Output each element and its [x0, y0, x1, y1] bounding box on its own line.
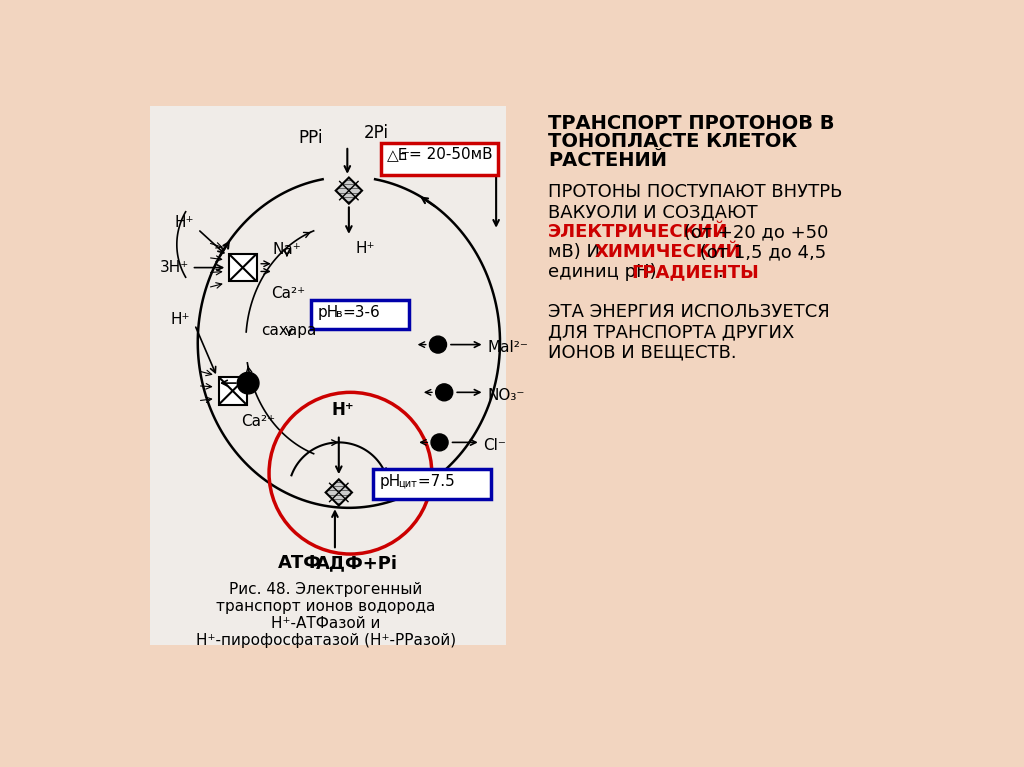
Text: (от +20 до +50: (от +20 до +50 [678, 223, 828, 241]
Text: транспорт ионов водорода: транспорт ионов водорода [216, 599, 435, 614]
FancyBboxPatch shape [311, 300, 409, 329]
Text: H⁺: H⁺ [355, 241, 375, 255]
Text: H⁺: H⁺ [171, 312, 190, 328]
Text: цит: цит [397, 479, 417, 489]
Circle shape [435, 384, 453, 401]
Text: мВ) И: мВ) И [548, 243, 606, 261]
Text: H⁺: H⁺ [174, 216, 194, 230]
Circle shape [238, 372, 259, 394]
Text: .: . [717, 263, 723, 281]
Circle shape [429, 336, 446, 353]
Text: Ca²⁺: Ca²⁺ [241, 414, 275, 429]
Text: ВАКУОЛИ И СОЗДАЮТ: ВАКУОЛИ И СОЗДАЮТ [548, 203, 758, 221]
Text: в: в [336, 309, 342, 319]
FancyBboxPatch shape [373, 469, 490, 499]
FancyBboxPatch shape [381, 143, 499, 175]
FancyBboxPatch shape [150, 106, 506, 645]
Text: единиц рН): единиц рН) [548, 263, 663, 281]
Text: =7.5: =7.5 [414, 474, 455, 489]
Text: PPi: PPi [298, 129, 323, 147]
Text: АТФ: АТФ [279, 554, 323, 572]
Text: Na⁺: Na⁺ [272, 242, 301, 258]
Text: сахара: сахара [261, 323, 316, 338]
Text: =3-6: =3-6 [342, 304, 380, 320]
Text: H⁺: H⁺ [332, 401, 354, 420]
Bar [219, 377, 247, 405]
Text: ТОНОПЛАСТЕ КЛЕТОК: ТОНОПЛАСТЕ КЛЕТОК [548, 132, 798, 151]
Text: ЭЛЕКТРИЧЕСКИЙ: ЭЛЕКТРИЧЕСКИЙ [548, 223, 728, 241]
Text: ГРАДИЕНТЫ: ГРАДИЕНТЫ [632, 263, 760, 281]
Text: △E: △E [387, 147, 409, 163]
Text: 3H⁺: 3H⁺ [160, 260, 189, 275]
Polygon shape [336, 177, 362, 204]
Bar [228, 254, 257, 281]
Text: Ca²⁺: Ca²⁺ [271, 286, 305, 301]
Text: Cl⁻: Cl⁻ [483, 438, 506, 453]
Circle shape [431, 434, 449, 451]
Text: РАСТЕНИЙ: РАСТЕНИЙ [548, 150, 667, 170]
Text: NO₃⁻: NO₃⁻ [487, 388, 525, 403]
Text: (от 1,5 до 4,5: (от 1,5 до 4,5 [693, 243, 826, 261]
Text: 2Pi: 2Pi [364, 124, 388, 143]
Text: ТРАНСПОРТ ПРОТОНОВ В: ТРАНСПОРТ ПРОТОНОВ В [548, 114, 835, 133]
Text: ЭТА ЭНЕРГИЯ ИСПОЛЬЗУЕТСЯ: ЭТА ЭНЕРГИЯ ИСПОЛЬЗУЕТСЯ [548, 303, 829, 321]
Text: ХИМИЧЕСКИЙ: ХИМИЧЕСКИЙ [595, 243, 741, 261]
Text: АДФ+Pi: АДФ+Pi [315, 554, 397, 572]
Text: ПРОТОНЫ ПОСТУПАЮТ ВНУТРЬ: ПРОТОНЫ ПОСТУПАЮТ ВНУТРЬ [548, 183, 843, 201]
Text: T: T [402, 152, 410, 162]
Text: = 20-50мВ: = 20-50мВ [409, 147, 493, 163]
Polygon shape [326, 479, 352, 505]
Text: Н⁺-АТФазой и: Н⁺-АТФазой и [271, 616, 380, 630]
Text: Н⁺-пирофосфатазой (Н⁺-РРазой): Н⁺-пирофосфатазой (Н⁺-РРазой) [196, 633, 456, 647]
Text: Рис. 48. Электрогенный: Рис. 48. Электрогенный [229, 581, 422, 597]
Text: ИОНОВ И ВЕЩЕСТВ.: ИОНОВ И ВЕЩЕСТВ. [548, 343, 736, 361]
Text: ДЛЯ ТРАНСПОРТА ДРУГИХ: ДЛЯ ТРАНСПОРТА ДРУГИХ [548, 323, 795, 341]
Text: рН: рН [317, 304, 339, 320]
Text: Mal²⁻: Mal²⁻ [487, 340, 528, 355]
Text: рН: рН [380, 474, 401, 489]
